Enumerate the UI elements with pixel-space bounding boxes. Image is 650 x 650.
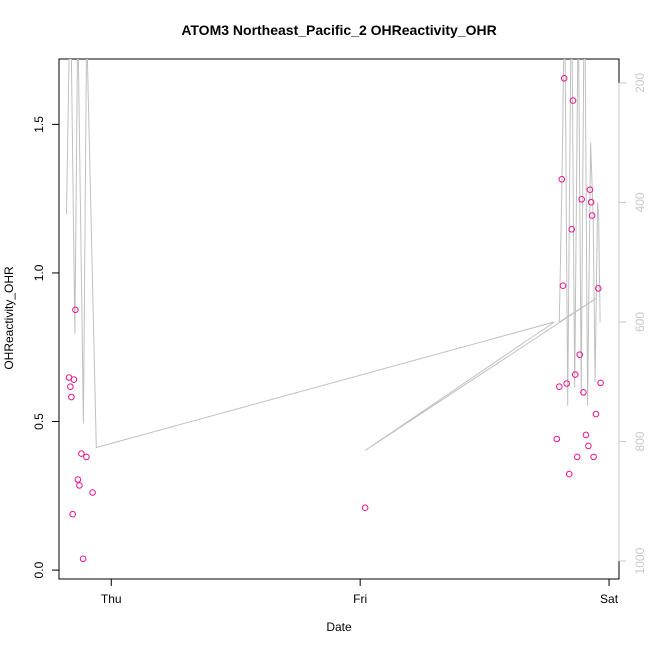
right-y-tick-label: 1000 — [633, 547, 647, 574]
data-point — [79, 555, 87, 563]
data-point — [595, 285, 602, 292]
data-point — [580, 389, 587, 396]
x-tick-label: Fri — [353, 592, 367, 606]
x-axis-label: Date — [326, 620, 352, 634]
y-tick-label: 0.5 — [32, 413, 46, 430]
y-tick-label: 1.5 — [32, 116, 46, 133]
right-y-tick-label: 200 — [633, 73, 647, 93]
data-point — [569, 97, 577, 104]
data-point — [571, 371, 579, 378]
data-point — [582, 431, 590, 439]
y-axis-label: OHReactivity_OHR — [2, 266, 16, 370]
data-point — [568, 226, 576, 233]
altitude-line — [66, 59, 601, 451]
data-point — [74, 476, 82, 483]
data-point — [565, 470, 573, 478]
data-point — [556, 383, 563, 391]
data-point — [69, 510, 76, 518]
altitude-line-layer — [66, 59, 601, 451]
data-point — [588, 212, 596, 219]
data-point — [83, 453, 90, 461]
data-point — [578, 196, 586, 203]
x-tick-label: Thu — [101, 592, 122, 606]
data-point — [597, 379, 604, 387]
plot-frame — [58, 58, 620, 580]
y-tick-label: 1.0 — [32, 264, 46, 281]
data-point — [68, 393, 75, 401]
data-point — [558, 176, 566, 183]
points-layer — [65, 75, 604, 563]
data-point — [70, 376, 78, 383]
data-point — [576, 351, 584, 359]
right-y-tick-label: 800 — [633, 431, 647, 451]
right-y-axis: 200 400 600 800 1000 — [618, 73, 647, 574]
data-point — [573, 453, 581, 461]
right-y-tick-label: 600 — [633, 312, 647, 332]
data-point — [586, 186, 594, 193]
data-point — [563, 380, 571, 387]
data-point — [78, 450, 85, 457]
x-tick-label: Sat — [600, 592, 619, 606]
data-point — [361, 504, 369, 512]
data-point — [553, 435, 561, 443]
data-point — [592, 410, 600, 418]
data-point — [587, 198, 595, 206]
data-point — [559, 282, 567, 290]
data-point — [590, 453, 597, 461]
data-point — [67, 383, 74, 391]
y-axis: 0.0 0.5 1.0 1.5 — [32, 116, 60, 578]
data-point — [89, 489, 96, 496]
chart-title: ATOM3 Northeast_Pacific_2 OHReactivity_O… — [181, 22, 496, 38]
x-axis: Thu Fri Sat — [101, 578, 619, 606]
data-point — [585, 442, 592, 450]
data-point — [76, 482, 83, 489]
data-point — [72, 306, 79, 314]
right-y-tick-label: 400 — [633, 192, 647, 212]
data-point — [560, 75, 568, 82]
y-tick-label: 0.0 — [32, 561, 46, 578]
